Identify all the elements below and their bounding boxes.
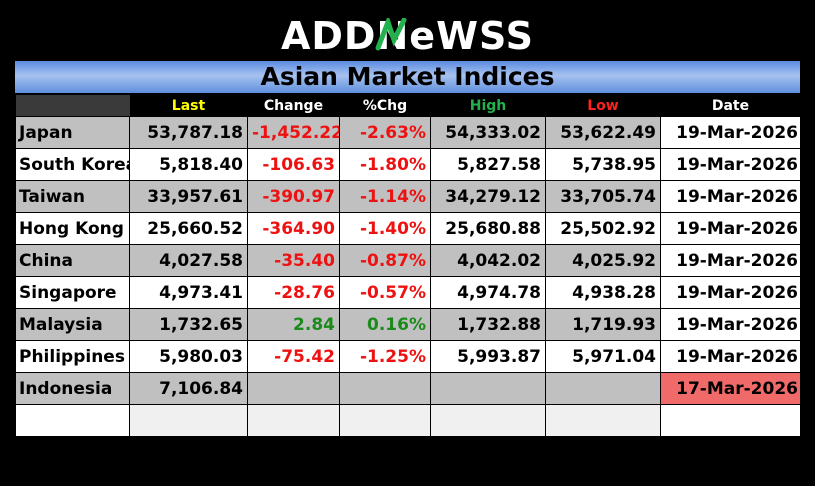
table-row: Malaysia 1,732.65 2.84 0.16% 1,732.88 1,719.9…	[15, 308, 801, 341]
cell-change: -28.76	[247, 276, 340, 309]
cell-name: Japan	[15, 116, 130, 149]
cell-high: 1,732.88	[430, 308, 546, 341]
cell-change: 2.84	[247, 308, 340, 341]
cell-name: Indonesia	[15, 372, 130, 405]
cell-pct: -1.25%	[339, 340, 431, 373]
market-table: Last Change %Chg High Low Date Japan 53,7…	[15, 95, 801, 437]
cell-high: 4,974.78	[430, 276, 546, 309]
empty-cell	[15, 404, 130, 437]
table-row: Japan 53,787.18 -1,452.22 -2.63% 54,333.02 53…	[15, 116, 801, 149]
cell-date: 19-Mar-2026	[660, 244, 801, 277]
cell-last: 33,957.61	[129, 180, 248, 213]
header-low: Low	[545, 95, 661, 117]
cell-last: 5,980.03	[129, 340, 248, 373]
cell-high: 4,042.02	[430, 244, 546, 277]
cell-high: 25,680.88	[430, 212, 546, 245]
empty-cell	[339, 404, 431, 437]
cell-low: 25,502.92	[545, 212, 661, 245]
cell-low: 53,622.49	[545, 116, 661, 149]
empty-cell	[247, 404, 340, 437]
cell-low: 5,971.04	[545, 340, 661, 373]
empty-cell	[660, 404, 801, 437]
table-row: South Korea 5,818.40 -106.63 -1.80% 5,827.58…	[15, 148, 801, 181]
cell-low: 4,938.28	[545, 276, 661, 309]
table-title: Asian Market Indices	[15, 61, 800, 93]
empty-cell	[430, 404, 546, 437]
logo-suffix: eWSS	[409, 14, 535, 58]
empty-cell	[129, 404, 248, 437]
cell-name: Malaysia	[15, 308, 130, 341]
table-header-row: Last Change %Chg High Low Date	[15, 95, 801, 117]
cell-name: China	[15, 244, 130, 277]
cell-last: 7,106.84	[129, 372, 248, 405]
table-row: China 4,027.58 -35.40 -0.87% 4,042.02 4,025.9…	[15, 244, 801, 277]
cell-low: 4,025.92	[545, 244, 661, 277]
brand-logo: ADDN eWSS	[0, 14, 815, 58]
cell-date: 19-Mar-2026	[660, 308, 801, 341]
header-high: High	[430, 95, 546, 117]
cell-last: 25,660.52	[129, 212, 248, 245]
cell-last: 53,787.18	[129, 116, 248, 149]
cell-change: -364.90	[247, 212, 340, 245]
table-row: Indonesia 7,106.84 17-Mar-2026	[15, 372, 801, 405]
cell-date: 19-Mar-2026	[660, 116, 801, 149]
header-name	[15, 95, 130, 117]
header-last: Last	[129, 95, 248, 117]
cell-date: 19-Mar-2026	[660, 212, 801, 245]
cell-pct	[339, 372, 431, 405]
cell-last: 5,818.40	[129, 148, 248, 181]
empty-cell	[545, 404, 661, 437]
cell-last: 4,027.58	[129, 244, 248, 277]
cell-name: Philippines	[15, 340, 130, 373]
cell-date: 17-Mar-2026	[660, 372, 801, 405]
logo-prefix: ADD	[280, 14, 377, 58]
cell-pct: -0.87%	[339, 244, 431, 277]
cell-high	[430, 372, 546, 405]
cell-low: 1,719.93	[545, 308, 661, 341]
cell-date: 19-Mar-2026	[660, 276, 801, 309]
cell-pct: -2.63%	[339, 116, 431, 149]
header-change: Change	[247, 95, 340, 117]
cell-change	[247, 372, 340, 405]
cell-name: South Korea	[15, 148, 130, 181]
cell-pct: -1.14%	[339, 180, 431, 213]
header-pct-change: %Chg	[339, 95, 431, 117]
cell-name: Hong Kong	[15, 212, 130, 245]
cell-date: 19-Mar-2026	[660, 340, 801, 373]
logo-n-mark: N	[375, 14, 410, 58]
cell-date: 19-Mar-2026	[660, 148, 801, 181]
table-row: Taiwan 33,957.61 -390.97 -1.14% 34,279.12 33,…	[15, 180, 801, 213]
cell-change: -390.97	[247, 180, 340, 213]
cell-pct: -1.80%	[339, 148, 431, 181]
cell-name: Taiwan	[15, 180, 130, 213]
cell-last: 1,732.65	[129, 308, 248, 341]
cell-high: 34,279.12	[430, 180, 546, 213]
cell-change: -35.40	[247, 244, 340, 277]
cell-name: Singapore	[15, 276, 130, 309]
cell-change: -75.42	[247, 340, 340, 373]
empty-row	[15, 404, 801, 437]
cell-pct: 0.16%	[339, 308, 431, 341]
cell-change: -1,452.22	[247, 116, 340, 149]
table-row: Hong Kong 25,660.52 -364.90 -1.40% 25,680.88…	[15, 212, 801, 245]
header-date: Date	[660, 95, 801, 117]
cell-date: 19-Mar-2026	[660, 180, 801, 213]
cell-high: 54,333.02	[430, 116, 546, 149]
cell-low: 33,705.74	[545, 180, 661, 213]
cell-low: 5,738.95	[545, 148, 661, 181]
logo-arrow-icon	[375, 18, 407, 51]
cell-change: -106.63	[247, 148, 340, 181]
cell-high: 5,993.87	[430, 340, 546, 373]
cell-pct: -0.57%	[339, 276, 431, 309]
table-row: Philippines 5,980.03 -75.42 -1.25% 5,993.87 5…	[15, 340, 801, 373]
cell-high: 5,827.58	[430, 148, 546, 181]
cell-low	[545, 372, 661, 405]
cell-last: 4,973.41	[129, 276, 248, 309]
table-row: Singapore 4,973.41 -28.76 -0.57% 4,974.78 4,9…	[15, 276, 801, 309]
cell-pct: -1.40%	[339, 212, 431, 245]
